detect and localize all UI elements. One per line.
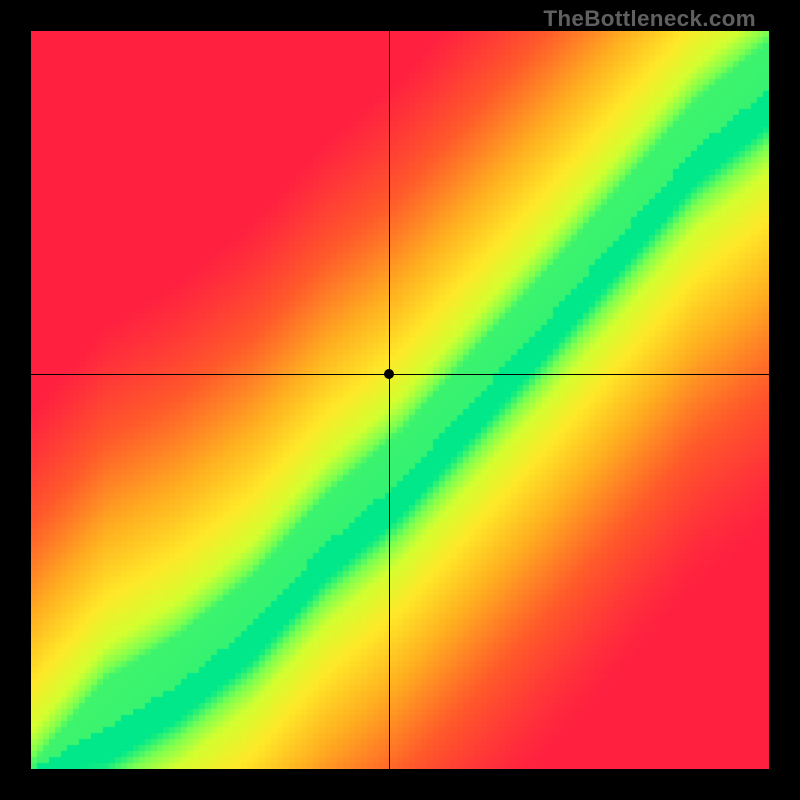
heatmap-canvas xyxy=(31,31,769,769)
crosshair-marker xyxy=(384,369,394,379)
watermark-text: TheBottleneck.com xyxy=(543,6,756,32)
crosshair-vertical xyxy=(389,31,390,769)
plot-area xyxy=(31,31,769,769)
chart-container: TheBottleneck.com xyxy=(0,0,800,800)
crosshair-horizontal xyxy=(31,374,769,375)
